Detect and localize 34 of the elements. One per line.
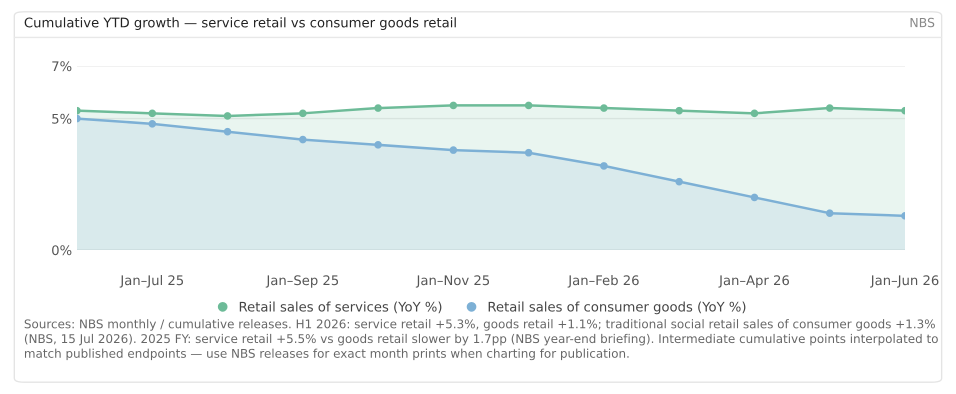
x-tick-label: Jan–Jul 25	[120, 275, 184, 288]
point	[148, 109, 156, 118]
point	[524, 102, 532, 110]
chart-subtitle: NBS	[910, 18, 934, 28]
chart-title: Cumulative YTD growth — service retail vs consumer goods retail	[24, 17, 456, 30]
legend-label: Retail sales of services (YoY %)	[240, 301, 442, 314]
point	[224, 128, 232, 136]
source-note: Sources: NBS monthly / cumulative releases. H1 2026: service retail +5.3%, goods retail +1.1%; traditional social retail sales of consumer goods +1.3% (NBS, 15 Jul 2026). 2025 FY: service retail +5.5% vs goods retail slower by 1.7pp (NBS year-end briefing). Intermediate cumulative points interpolated to match published endpoints — use NBS releases for exact month prints when charting for publication.	[24, 319, 938, 360]
point	[224, 112, 232, 120]
point	[675, 106, 683, 115]
point	[826, 209, 834, 218]
point	[299, 109, 307, 118]
y-tick-label: 7%	[52, 61, 72, 72]
y-tick-label: 0%	[52, 245, 72, 256]
point	[600, 104, 608, 112]
x-tick-label: Jan–Apr 26	[718, 275, 789, 288]
point	[750, 194, 758, 202]
point	[600, 162, 608, 170]
x-tick-label: Jan–Jun 26	[870, 275, 938, 288]
point	[675, 178, 683, 186]
point	[826, 104, 834, 112]
x-tick-label: Jan–Feb 26	[568, 275, 639, 288]
point	[374, 141, 382, 149]
point	[299, 136, 307, 144]
x-tick-label: Jan–Nov 25	[416, 275, 490, 288]
point	[374, 104, 382, 112]
point	[148, 120, 156, 128]
point	[524, 148, 532, 157]
point	[450, 146, 458, 154]
x-tick-label: Jan–Sep 25	[266, 275, 338, 288]
legend-label: Retail sales of consumer goods (YoY %)	[488, 301, 746, 314]
y-tick-label: 5%	[52, 114, 72, 124]
point	[750, 109, 758, 118]
point	[450, 102, 458, 110]
